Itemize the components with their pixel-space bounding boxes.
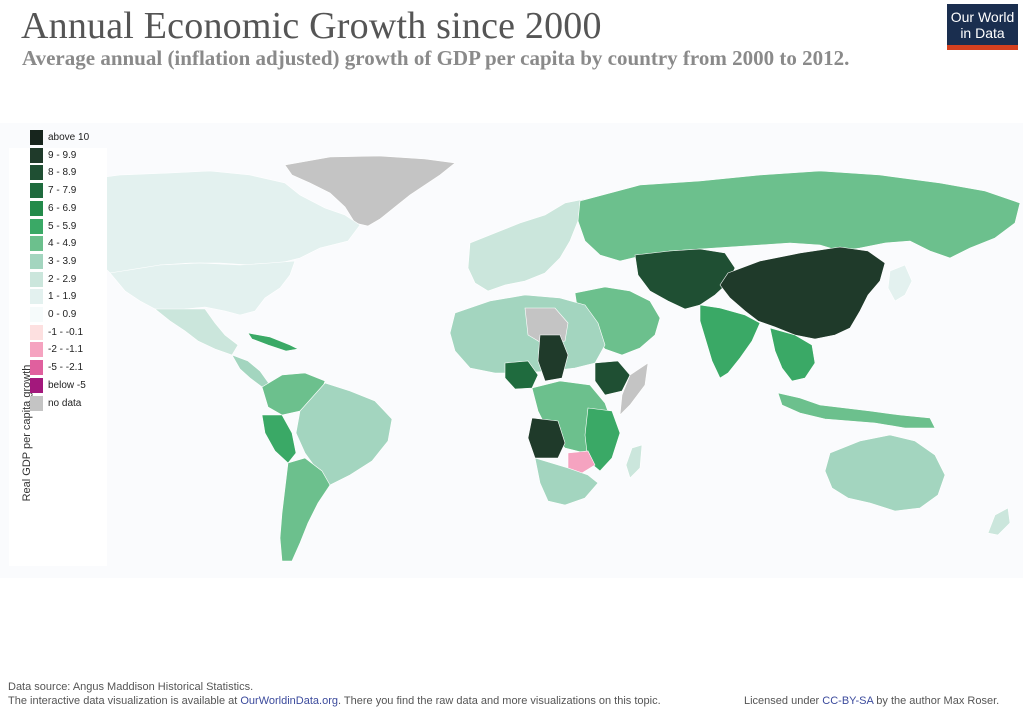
legend-label: below -5 <box>48 379 86 391</box>
region-southern-cone[interactable] <box>279 457 331 562</box>
legend-item[interactable]: -5 - -2.1 <box>30 359 83 376</box>
legend-label: 7 - 7.9 <box>48 185 77 197</box>
license-link[interactable]: CC-BY-SA <box>822 695 874 707</box>
region-brazil[interactable] <box>295 382 393 486</box>
legend-label: 4 - 4.9 <box>48 238 77 250</box>
region-angola[interactable] <box>527 417 566 459</box>
legend-swatch <box>30 307 43 322</box>
legend-label: -1 - -0.1 <box>48 326 84 338</box>
legend-item[interactable]: 0 - 0.9 <box>30 306 76 323</box>
page-title: Annual Economic Growth since 2000 <box>21 5 602 47</box>
region-central-america[interactable] <box>231 354 271 388</box>
legend-swatch <box>30 183 43 199</box>
legend-swatch <box>30 271 43 287</box>
region-madagascar[interactable] <box>625 444 643 479</box>
legend-label: -5 - -2.1 <box>48 362 84 374</box>
region-europe[interactable] <box>467 198 586 292</box>
legend-label: 5 - 5.9 <box>48 220 77 232</box>
legend-swatch <box>30 324 43 340</box>
legend-swatch <box>30 377 43 393</box>
legend-item[interactable]: no data <box>30 395 81 412</box>
legend-item[interactable]: 6 - 6.9 <box>30 200 76 217</box>
legend-swatch <box>30 342 43 358</box>
region-southeast-asia[interactable] <box>769 327 816 382</box>
our-world-in-data-logo[interactable]: Our World in Data <box>947 4 1018 50</box>
legend-label: 3 - 3.9 <box>48 255 77 267</box>
region-indonesia[interactable] <box>777 392 936 429</box>
region-ethiopia[interactable] <box>594 360 631 396</box>
legend-label: no data <box>48 397 82 409</box>
region-russia[interactable] <box>577 170 1021 262</box>
legend-swatch <box>30 395 43 411</box>
region-usa[interactable] <box>109 260 296 316</box>
legend-item[interactable]: 2 - 2.9 <box>30 271 76 288</box>
region-chad[interactable] <box>537 334 569 382</box>
footer-license: Licensed under CC-BY-SA by the author Ma… <box>744 695 999 707</box>
legend-swatch <box>30 360 43 376</box>
legend-label: above 10 <box>48 132 90 143</box>
owid-link[interactable]: OurWorldinData.org <box>240 695 338 707</box>
legend-swatch <box>30 289 43 305</box>
legend-swatch <box>30 218 43 234</box>
region-peru[interactable] <box>261 414 297 464</box>
license-prefix: Licensed under <box>744 695 823 707</box>
page-subtitle: Average annual (inflation adjusted) grow… <box>22 46 850 70</box>
legend-label: 8 - 8.9 <box>48 167 77 179</box>
legend-swatch <box>30 253 43 269</box>
logo-line-2: in Data <box>960 25 1005 41</box>
region-greenland[interactable] <box>284 155 456 227</box>
legend-swatch <box>30 200 43 216</box>
legend-label: 9 - 9.9 <box>48 149 77 161</box>
legend-item[interactable]: above 10 <box>30 129 89 146</box>
footer-interactive-suffix: . There you find the raw data and more v… <box>337 695 661 707</box>
legend-label: 6 - 6.9 <box>48 202 77 214</box>
legend-item[interactable]: 3 - 3.9 <box>30 253 76 270</box>
legend-item[interactable]: 1 - 1.9 <box>30 288 76 305</box>
logo-line-1: Our World <box>950 9 1015 25</box>
region-china[interactable] <box>719 246 886 340</box>
legend-label: -2 - -1.1 <box>48 344 84 356</box>
region-india[interactable] <box>699 304 761 379</box>
legend-swatch <box>30 147 43 163</box>
footer-interactive-prefix: The interactive data visualization is av… <box>8 695 241 707</box>
license-suffix: by the author Max Roser. <box>873 695 1000 707</box>
region-central-asia[interactable] <box>634 248 736 310</box>
legend-item[interactable]: below -5 <box>30 377 86 394</box>
region-australia[interactable] <box>824 434 946 512</box>
world-map[interactable] <box>0 123 1023 578</box>
legend-item[interactable]: 9 - 9.9 <box>30 147 76 164</box>
footer-interactive: The interactive data visualization is av… <box>8 695 661 707</box>
legend-label: 1 - 1.9 <box>48 291 77 303</box>
region-japan[interactable] <box>887 264 913 302</box>
legend-item[interactable]: 4 - 4.9 <box>30 235 76 252</box>
region-southern-africa[interactable] <box>534 457 599 506</box>
map-panel <box>0 123 1023 578</box>
legend-item[interactable]: 7 - 7.9 <box>30 182 76 199</box>
region-somalia[interactable] <box>619 362 649 416</box>
region-new-zealand[interactable] <box>987 507 1011 536</box>
map-legend: Real GDP per capita growth above 10 9 - 9… <box>9 130 107 566</box>
legend-swatch <box>30 236 43 252</box>
legend-item[interactable]: 8 - 8.9 <box>30 164 76 181</box>
legend-label: 2 - 2.9 <box>48 273 77 285</box>
region-east-africa[interactable] <box>584 407 621 472</box>
legend-swatch <box>30 130 43 145</box>
legend-item[interactable]: -2 - -1.1 <box>30 341 83 358</box>
legend-swatch <box>30 165 43 181</box>
region-caribbean[interactable] <box>247 332 299 352</box>
region-zimbabwe[interactable] <box>567 450 596 474</box>
legend-label: 0 - 0.9 <box>48 309 77 320</box>
footer-source: Data source: Angus Maddison Historical S… <box>8 681 254 693</box>
legend-item[interactable]: 5 - 5.9 <box>30 218 76 235</box>
legend-item[interactable]: -1 - -0.1 <box>30 324 83 341</box>
region-mexico[interactable] <box>154 308 239 356</box>
